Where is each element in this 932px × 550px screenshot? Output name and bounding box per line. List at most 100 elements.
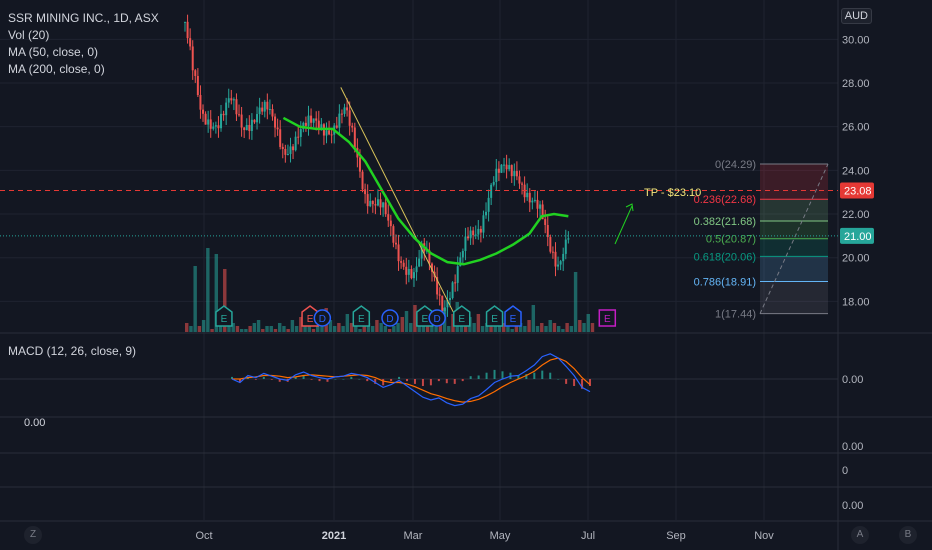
symbol-title[interactable]: SSR MINING INC., 1D, ASX — [8, 11, 159, 25]
volume-bar — [387, 329, 392, 332]
macd-histogram-bar — [533, 372, 536, 379]
fib-zone — [760, 256, 828, 282]
volume-bar — [206, 248, 210, 332]
volume-bar — [223, 269, 227, 332]
macd-histogram-bar — [390, 379, 393, 382]
ma50-indicator-label[interactable]: MA (50, close, 0) — [8, 45, 99, 59]
candle-body — [374, 204, 377, 206]
fib-zone — [760, 199, 828, 222]
fib-zone — [760, 221, 828, 239]
candle-body — [474, 234, 477, 236]
macd-histogram-bar — [374, 379, 377, 384]
ma50-line — [282, 116, 569, 266]
time-axis-label: Mar — [404, 530, 423, 542]
volume-bar — [472, 323, 476, 332]
volume-bar — [552, 323, 557, 332]
volume-bar — [506, 326, 510, 332]
candle-body — [510, 165, 513, 177]
candle-body — [353, 127, 356, 148]
price-axis-label: 18.00 — [842, 296, 870, 308]
macd-histogram-bar — [326, 379, 329, 382]
candle-body — [436, 277, 439, 295]
volume-bar — [294, 326, 299, 332]
candle-body — [366, 194, 369, 207]
macd-histogram-bar — [517, 375, 520, 379]
macd-histogram-bar — [231, 376, 233, 379]
zoom-reset-button[interactable]: Z — [24, 526, 42, 544]
volume-bar — [332, 326, 337, 332]
candle-body — [392, 226, 395, 243]
volume-bar — [256, 320, 261, 332]
candle-body — [482, 215, 485, 233]
volume-bar — [527, 320, 531, 332]
earnings-event-marker[interactable] — [453, 305, 471, 327]
fib-level-label: 0.786(18.91) — [694, 277, 756, 289]
candle-body — [348, 110, 351, 126]
time-axis-label: 2021 — [322, 530, 346, 542]
candle-body — [479, 228, 482, 233]
macd-histogram-bar — [350, 376, 353, 379]
candle-body — [410, 268, 413, 279]
earnings-event-marker[interactable] — [352, 305, 371, 327]
candle-body — [238, 114, 241, 116]
volume-bar — [349, 323, 354, 332]
candle-body — [459, 257, 462, 267]
macd-histogram-bar — [262, 376, 265, 379]
candle-body — [415, 266, 418, 273]
candle-body — [461, 250, 464, 258]
candle-body — [449, 298, 452, 300]
earnings-event-marker[interactable] — [485, 305, 504, 327]
candle-body — [227, 98, 230, 103]
earnings-event-marker[interactable] — [504, 305, 522, 327]
target-price-badge-label: 23.08 — [844, 185, 872, 197]
candle-body — [536, 199, 539, 209]
lower-pane-axis-label: 0.00 — [842, 500, 863, 512]
macd-indicator-label[interactable]: MACD (12, 26, close, 9) — [8, 344, 137, 358]
volume-bar — [273, 329, 278, 332]
time-axis-label: Sep — [666, 530, 686, 542]
fib-zone — [760, 281, 828, 314]
dividend-event-marker[interactable] — [313, 309, 332, 327]
macd-histogram-bar — [477, 375, 480, 379]
auto-scale-button[interactable]: A — [851, 526, 869, 544]
fib-level-label: 0.382(21.68) — [694, 216, 756, 228]
candle-body — [420, 243, 423, 259]
earnings-event-marker[interactable] — [215, 305, 233, 327]
volume-bar — [265, 326, 269, 332]
candle-body — [281, 146, 284, 149]
candle-body — [263, 101, 266, 112]
candle-body — [369, 200, 372, 207]
volume-bar — [476, 314, 481, 332]
macd-histogram-bar — [278, 379, 281, 382]
candle-body — [297, 136, 300, 138]
candle-body — [400, 261, 403, 263]
dividend-event-marker[interactable] — [381, 309, 399, 327]
upcoming-earnings-marker[interactable] — [598, 309, 617, 327]
candle-body — [351, 125, 354, 128]
candle-body — [266, 101, 269, 110]
ma200-indicator-label[interactable]: MA (200, close, 0) — [8, 62, 105, 76]
candle-body — [315, 118, 318, 121]
event-marker-label: E — [358, 314, 365, 325]
currency-badge[interactable]: AUD — [840, 8, 872, 24]
candle-body — [268, 109, 271, 111]
time-axis-label: Oct — [195, 530, 212, 542]
candle-body — [343, 107, 346, 114]
macd-histogram-bar — [382, 379, 385, 386]
log-scale-button[interactable]: B — [899, 526, 917, 544]
candle-body — [557, 264, 560, 267]
volume-bar — [510, 329, 514, 332]
vol-indicator-label[interactable]: Vol (20) — [8, 28, 50, 42]
candle-body — [567, 238, 570, 240]
fib-level-label: 0.236(22.68) — [694, 194, 756, 206]
volume-bar — [299, 317, 303, 332]
dividend-event-marker[interactable] — [428, 309, 446, 327]
volume-bar — [185, 323, 189, 332]
macd-histogram-bar — [549, 372, 552, 379]
candle-body — [438, 294, 441, 296]
candle-body — [533, 199, 536, 201]
trend-line[interactable] — [340, 87, 457, 317]
macd-histogram-bar — [294, 376, 297, 379]
last-price-badge-label: 21.00 — [844, 231, 872, 243]
